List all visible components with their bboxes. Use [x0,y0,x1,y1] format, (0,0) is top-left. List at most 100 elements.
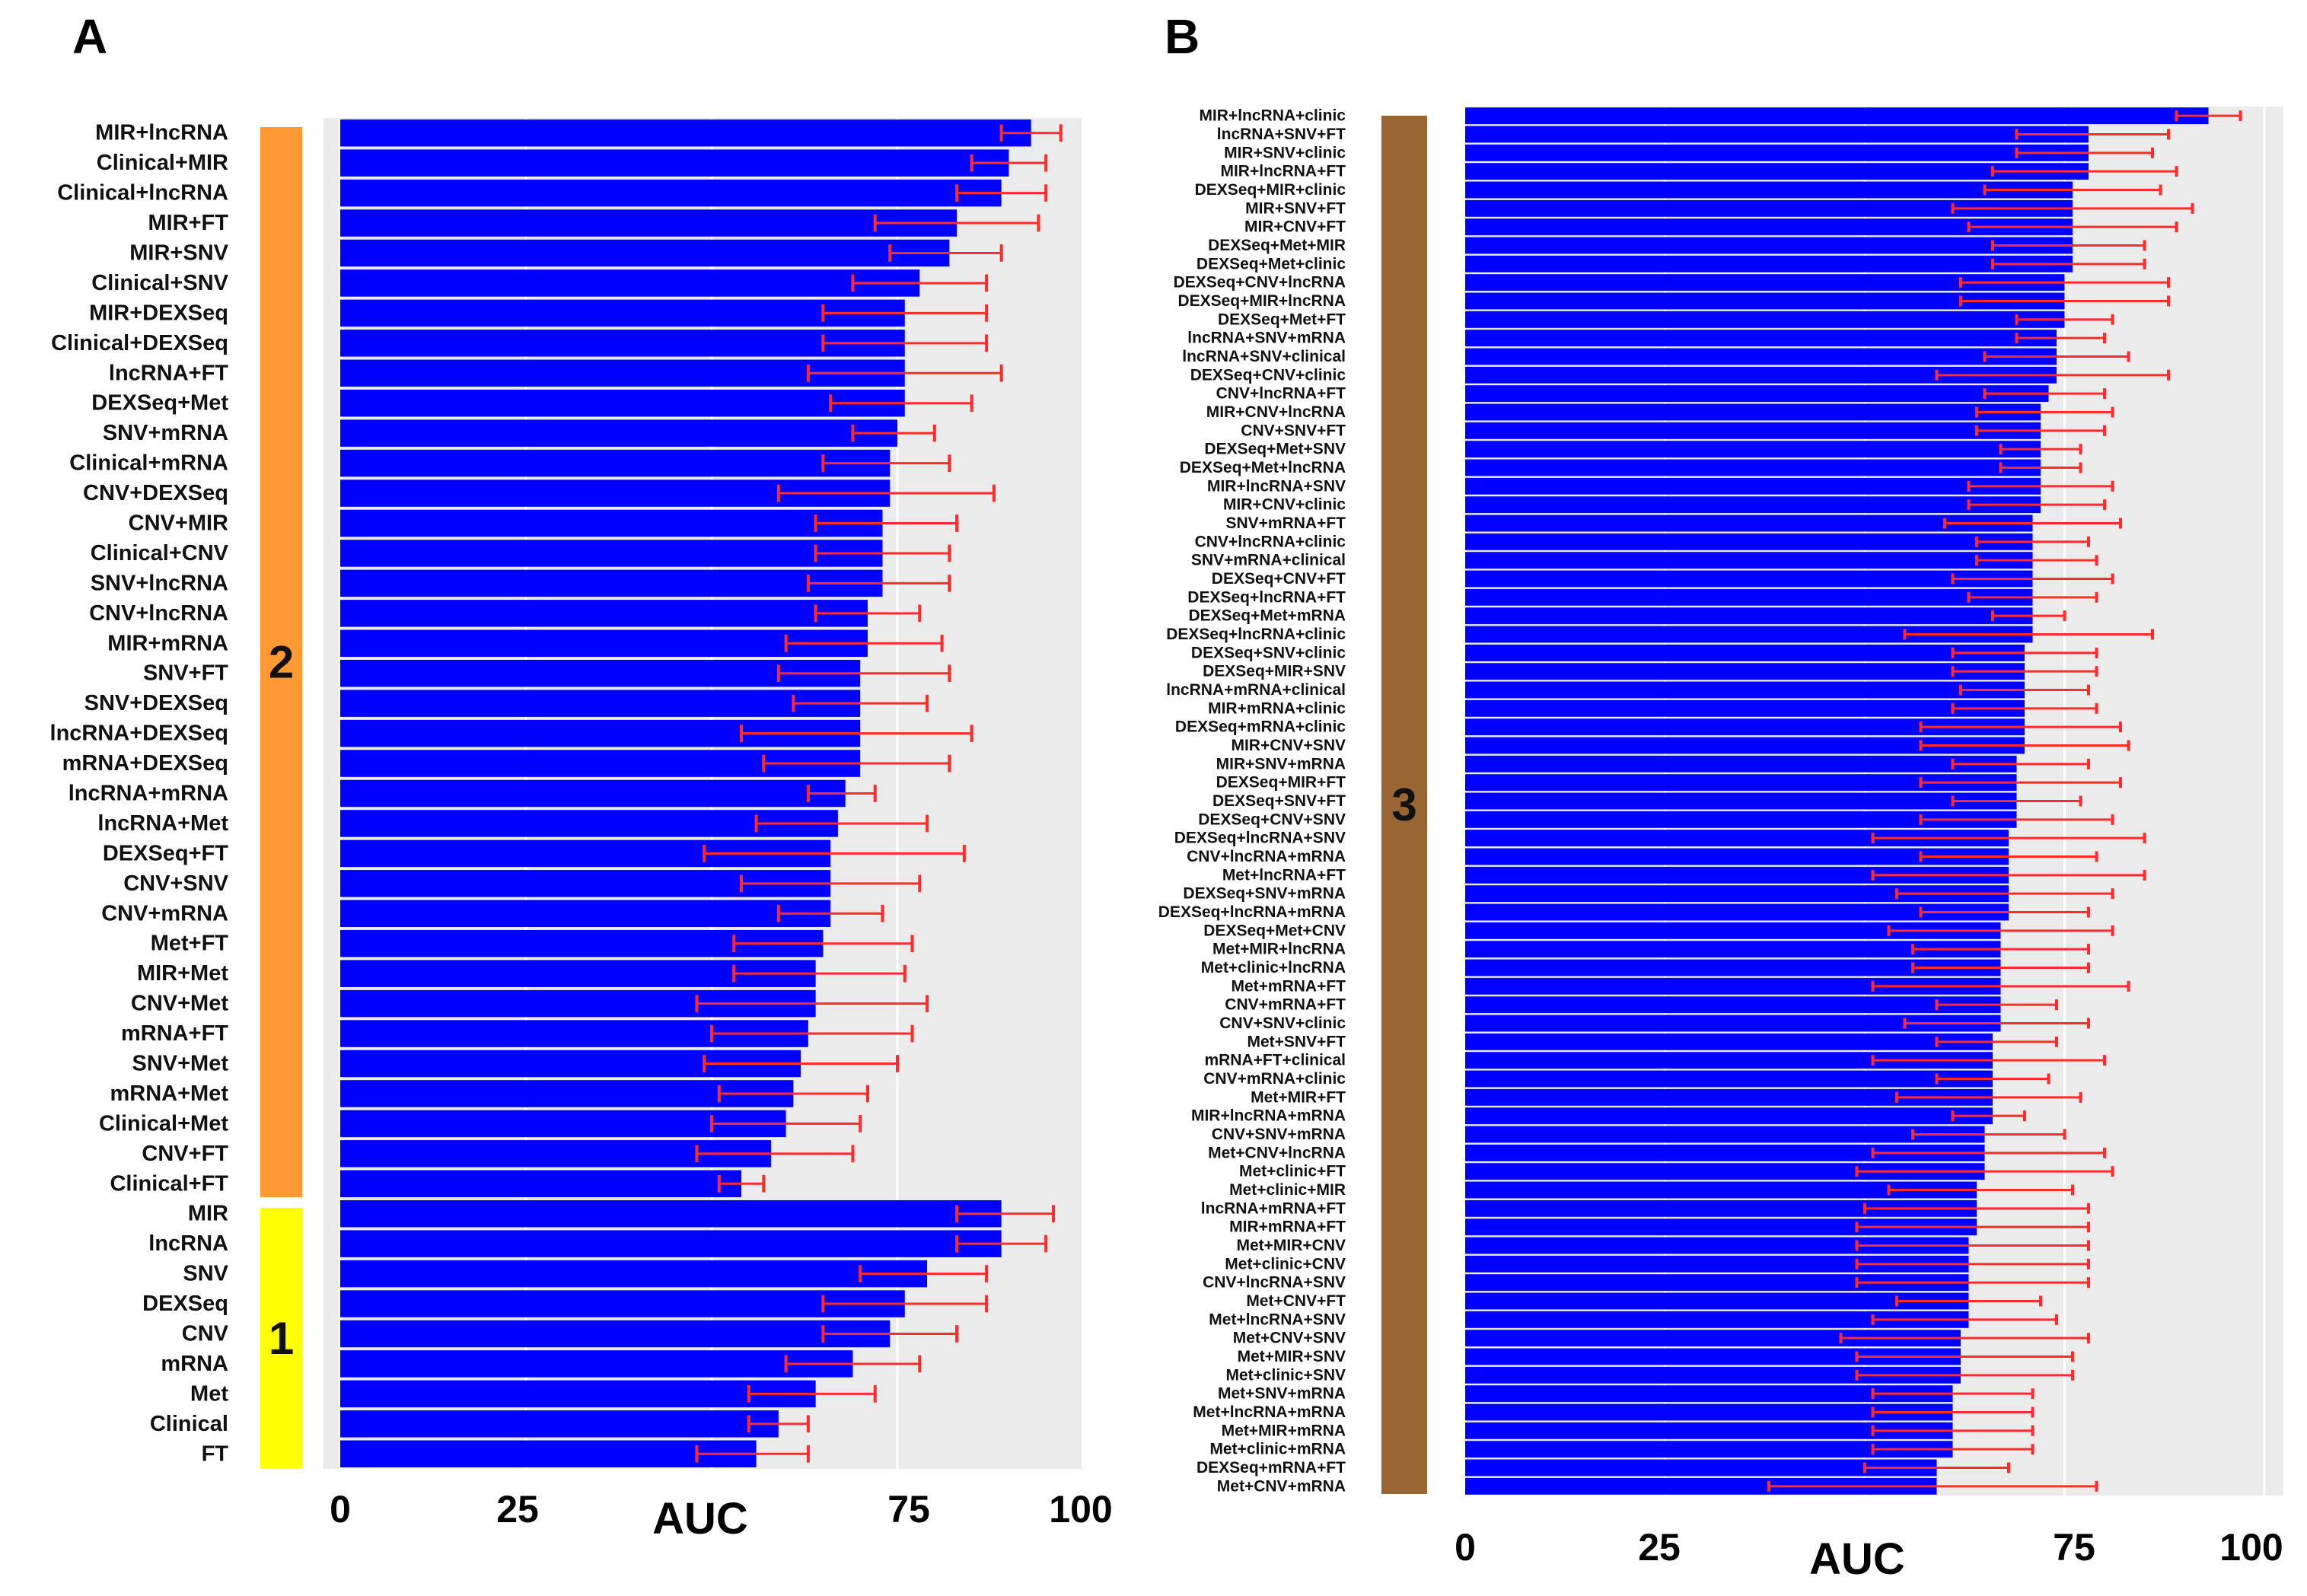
error-bar [1935,999,2058,1011]
error-bar [792,694,929,712]
category-label: CNV+lncRNA+FT [1216,385,1346,403]
category-label: DEXSeq+mRNA+FT [1197,1459,1346,1477]
error-bar [695,1445,810,1463]
category-label: DEXSeq+CNV+clinic [1190,366,1346,384]
category-label: Met+MIR+mRNA [1222,1422,1346,1439]
error-bar [2015,147,2154,158]
error-bar [1991,166,2178,177]
bar: Met+mRNA+FT: 67 [1465,977,2001,995]
bar: SNV+lncRNA: 73 [340,569,883,597]
bar: Met+clinic+MIR: 64 [1465,1181,1977,1199]
error-bar [1999,462,2082,473]
bar: SNV+mRNA+FT: 71 [1465,514,2033,532]
bar: CNV: 74 [340,1320,891,1348]
x-tick-label: 100 [1049,1488,1112,1531]
category-label: DEXSeq+lncRNA+mRNA [1158,903,1346,921]
category-label: DEXSeq+lncRNA+FT [1187,588,1346,606]
bar: Clinical+SNV: 78 [340,269,920,297]
error-bar [1951,702,2098,714]
category-label: Clinical+mRNA [69,451,228,476]
x-tick-label: 25 [496,1488,539,1531]
error-bar [1911,1129,2066,1140]
bar: DEXSeq+Met+mRNA: 71 [1465,607,2033,625]
bar: DEXSeq+mRNA+clinic: 70 [1465,718,2025,736]
error-bar [1935,1073,2050,1085]
error-bar [821,304,989,322]
category-label: lncRNA [148,1231,228,1256]
category-label: FT [202,1441,229,1466]
error-bar [1951,666,2098,677]
error-bar [1911,944,2090,955]
bar: SNV+FT: 70 [340,659,861,687]
error-bar [851,274,989,292]
bar: Met+SNV+mRNA: 61 [1465,1385,1953,1403]
category-label: CNV+SNV+mRNA [1212,1126,1346,1143]
x-tick-label: 100 [2219,1526,2283,1569]
error-bar [999,124,1063,142]
category-label: DEXSeq+CNV+SNV [1198,811,1346,828]
bar: CNV+SNV+FT: 72 [1465,422,2041,439]
error-bar [1855,1277,2090,1289]
bar: DEXSeq+CNV+clinic: 74 [1465,366,2057,384]
category-label: DEXSeq+Met+lncRNA [1180,459,1346,476]
bar: DEXSeq: 76 [340,1290,905,1317]
bar: DEXSeq+Met+MIR: 76 [1465,237,2073,254]
error-bar [970,154,1048,172]
error-bar [1975,425,2106,436]
error-bar [2175,110,2242,122]
x-axis-label: AUC [1809,1534,1905,1584]
error-bar [821,334,989,352]
error-bar [776,664,951,683]
bar: Clinical: 59 [340,1410,779,1438]
bar: mRNA+FT+clinical: 66 [1465,1052,1993,1069]
category-label: Clinical+SNV [91,271,228,295]
category-label: Met+mRNA+FT [1231,977,1346,995]
error-bar [806,364,1003,382]
category-label: mRNA [161,1352,228,1376]
error-bar [732,964,907,983]
error-bar [1959,684,2090,696]
error-bar [754,814,929,833]
error-bar [1951,758,2090,769]
error-bar [776,904,884,922]
error-bar [717,1085,869,1103]
category-label: Met+MIR+CNV [1236,1237,1346,1254]
category-label: lncRNA+FT [109,361,228,385]
category-label: Met+lncRNA+mRNA [1193,1403,1346,1421]
category-label: Clinical+Met [99,1111,228,1136]
bar: Met+clinic+mRNA: 61 [1465,1441,1953,1458]
bar: Met+CNV+lncRNA: 65 [1465,1144,1985,1161]
category-label: lncRNA+mRNA [69,782,228,806]
error-bar [1855,1240,2090,1251]
bar: lncRNA+SNV+FT: 78 [1465,126,2089,143]
bar: CNV+mRNA: 66 [340,900,831,928]
category-label: mRNA+DEXSeq [62,751,228,776]
error-bar [1863,1462,2010,1473]
bar: CNV+mRNA+FT: 67 [1465,996,2001,1014]
bar: lncRNA+mRNA+FT: 64 [1465,1199,1977,1217]
error-bar [740,725,973,742]
group-strip [260,127,302,1197]
category-label: lncRNA+SNV+clinical [1182,348,1346,365]
error-bar [1943,518,2122,529]
bar: Clinical+lncRNA: 89 [340,179,1002,207]
panel-a: A MIR+lncRNA: 93 MIR+lncRNA Clinical+MIR: 9… [50,9,1113,1543]
error-bar [740,874,922,893]
bar: MIR+CNV+lncRNA: 72 [1465,403,2041,421]
category-label: DEXSeq+MIR+SNV [1203,663,1346,680]
bar: Clinical+DEXSeq: 76 [340,330,905,357]
category-label: Met+MIR+SNV [1238,1348,1346,1365]
group-label: 1 [269,1313,294,1364]
category-label: Met+clinic+lncRNA [1201,959,1346,976]
bar: MIR+FT: 83 [340,209,958,237]
bar: MIR+SNV+clinic: 78 [1465,144,2089,161]
bar: Met+clinic+FT: 65 [1465,1163,1985,1180]
bar: Met+clinic+CNV: 63 [1465,1255,1969,1273]
category-label: Met+CNV+SNV [1233,1330,1346,1347]
category-label: DEXSeq+Met [91,391,228,416]
error-bar [1871,1055,2106,1066]
category-label: MIR+mRNA+FT [1229,1219,1346,1236]
category-label: DEXSeq [142,1292,228,1316]
error-bar [1991,240,2146,251]
error-bar [821,454,951,472]
